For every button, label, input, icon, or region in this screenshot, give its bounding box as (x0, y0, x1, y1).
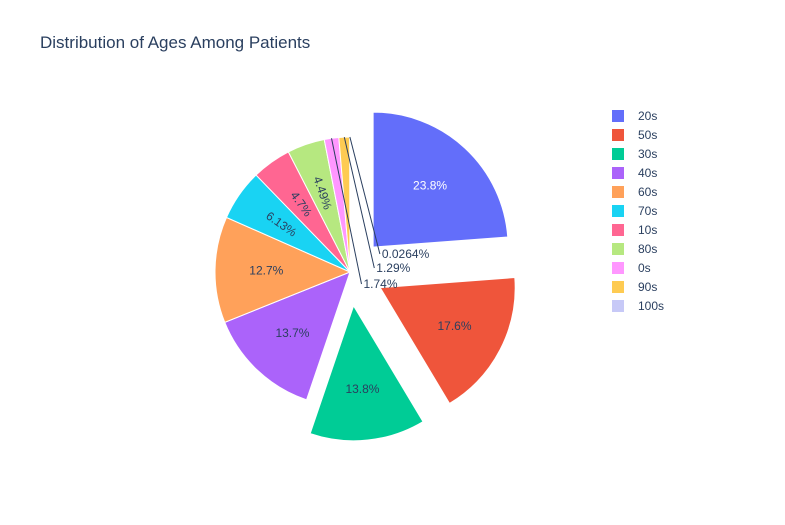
leader-line-100s (349, 136, 381, 255)
legend-label-20s: 20s (638, 108, 658, 123)
legend-label-0s: 0s (638, 260, 651, 275)
legend-item-60s[interactable]: 60s (612, 182, 664, 201)
legend-item-80s[interactable]: 80s (612, 239, 664, 258)
chart-title: Distribution of Ages Among Patients (40, 33, 311, 52)
slice-label-60s: 12.7% (249, 264, 283, 278)
slice-label-40s: 13.7% (275, 326, 309, 340)
legend-item-30s[interactable]: 30s (612, 144, 664, 163)
slice-label-0s: 1.74% (364, 277, 398, 291)
legend-swatch-90s (612, 280, 624, 293)
legend-swatch-40s (612, 166, 624, 179)
legend-swatch-50s (612, 128, 624, 141)
legend-item-20s[interactable]: 20s (612, 106, 664, 125)
legend-label-50s: 50s (638, 127, 658, 142)
chart-legend: 20s 50s 30s 40s 60s 70s 10s 80s 0s 90s 100s (612, 106, 664, 315)
pie-slice-50s[interactable] (379, 276, 516, 405)
legend-swatch-80s (612, 242, 624, 255)
leader-line-90s (343, 137, 375, 269)
legend-label-40s: 40s (638, 165, 658, 180)
slice-label-30s: 13.8% (345, 382, 379, 396)
legend-item-10s[interactable]: 10s (612, 220, 664, 239)
pie-slice-60s[interactable] (214, 216, 352, 324)
legend-swatch-30s (612, 147, 624, 160)
legend-item-90s[interactable]: 90s (612, 277, 664, 296)
legend-item-0s[interactable]: 0s (612, 258, 664, 277)
legend-swatch-100s (612, 299, 624, 312)
legend-item-100s[interactable]: 100s (612, 296, 664, 315)
legend-swatch-70s (612, 204, 624, 217)
legend-label-10s: 10s (638, 222, 658, 237)
slice-label-100s: 0.0264% (382, 247, 430, 261)
pie-slice-30s[interactable] (309, 304, 424, 442)
legend-label-70s: 70s (638, 203, 658, 218)
legend-label-80s: 80s (638, 241, 658, 256)
legend-swatch-20s (612, 109, 624, 122)
legend-label-90s: 90s (638, 279, 658, 294)
legend-label-30s: 30s (638, 146, 658, 161)
pie-slice-40s[interactable] (224, 271, 351, 401)
legend-item-50s[interactable]: 50s (612, 125, 664, 144)
legend-swatch-10s (612, 223, 624, 236)
legend-label-100s: 100s (638, 298, 665, 313)
legend-swatch-60s (612, 185, 624, 198)
leader-line-0s (331, 138, 362, 285)
slice-label-50s: 17.6% (437, 319, 471, 333)
legend-item-70s[interactable]: 70s (612, 201, 664, 220)
legend-item-40s[interactable]: 40s (612, 163, 664, 182)
legend-label-60s: 60s (638, 184, 658, 199)
slice-label-90s: 1.29% (376, 261, 410, 275)
slice-label-20s: 23.8% (413, 179, 447, 193)
legend-swatch-0s (612, 261, 624, 274)
pie-slice-20s[interactable] (372, 111, 509, 248)
